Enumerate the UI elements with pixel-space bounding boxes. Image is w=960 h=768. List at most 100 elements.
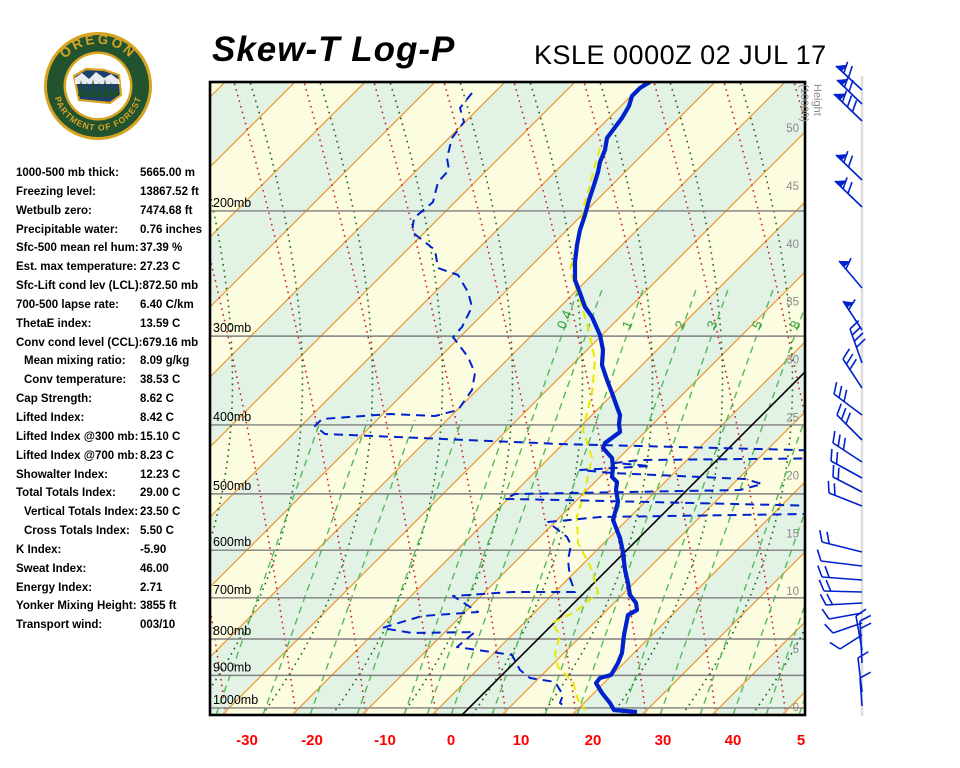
station-datetime-label: KSLE 0000Z 02 JUL 17 — [534, 40, 827, 70]
stat-row: Sfc-Lift cond lev (LCL):872.50 mb — [16, 280, 211, 299]
temp-axis-label: 30 — [655, 732, 672, 749]
temp-axis-label: -20 — [301, 732, 323, 749]
temp-axis-label: -30 — [236, 732, 258, 749]
stat-label: Freezing level: — [16, 185, 96, 198]
stat-value: 872.50 mb — [142, 280, 199, 293]
stat-value: 8.23 C — [140, 449, 174, 462]
stat-row: Vertical Totals Index: 23.50 C — [16, 506, 211, 525]
stat-value: 003/10 — [140, 619, 176, 632]
pressure-label: 600mb — [213, 535, 251, 549]
stat-value: 8.42 C — [140, 411, 174, 424]
stat-value: 37.39 % — [140, 242, 183, 255]
mountain-snow — [75, 72, 120, 84]
stat-row: Lifted Index: 8.42 C — [16, 412, 211, 431]
stat-label: Sfc-Lift cond lev (LCL): — [16, 280, 143, 293]
stat-value: 38.53 C — [140, 374, 181, 387]
pressure-label: 200mb — [213, 196, 251, 210]
height-axis-unit: (1000ft) — [798, 84, 810, 122]
stat-row: Transport wind: 003/10 — [16, 619, 211, 638]
height-tick-label: 10 — [786, 586, 799, 598]
pressure-gridlines — [210, 210, 805, 709]
temp-axis-label: 0 — [447, 732, 455, 749]
stat-row: Showalter Index: 12.23 C — [16, 469, 211, 488]
height-tick-label: 30 — [786, 355, 799, 367]
stat-label: Total Totals Index: — [16, 487, 116, 500]
stat-row: Yonker Mixing Height: 3855 ft — [16, 600, 211, 619]
stat-label: Lifted Index: — [16, 411, 85, 424]
stat-value: 12.23 C — [140, 468, 181, 481]
height-tick-label: 20 — [786, 470, 799, 482]
stat-value: 7474.68 ft — [140, 204, 193, 217]
temp-axis-label: 40 — [725, 732, 742, 749]
stat-row: Lifted Index @300 mb: 15.10 C — [16, 431, 211, 450]
stat-row: K Index: -5.90 — [16, 544, 211, 563]
pressure-label: 400mb — [213, 410, 251, 424]
stat-row: Total Totals Index: 29.00 C — [16, 487, 211, 506]
stat-value: 13.59 C — [140, 317, 181, 330]
stat-row: Lifted Index @700 mb: 8.23 C — [16, 450, 211, 469]
stat-row: Mean mixing ratio: 8.09 g/kg — [16, 355, 211, 374]
page-title: Skew-T Log-P — [212, 30, 456, 69]
stat-value: 6.40 C/km — [140, 298, 194, 311]
zero-isotherm-line — [461, 371, 805, 715]
height-tick-label: 40 — [786, 239, 799, 251]
stat-row: Conv temperature: 38.53 C — [16, 374, 211, 393]
height-tick-label: 45 — [786, 181, 799, 193]
stat-label: Vertical Totals Index: — [24, 506, 139, 519]
stat-label: Transport wind: — [16, 619, 103, 632]
stat-value: 2.71 — [140, 581, 163, 594]
stat-label: Mean mixing ratio: — [24, 355, 126, 368]
stat-row: Cross Totals Index: 5.50 C — [16, 525, 211, 544]
trees — [78, 79, 119, 97]
mixing-ratio-label: 0.4 — [554, 308, 575, 331]
stat-label: Yonker Mixing Height: — [16, 600, 137, 613]
stats-panel: 1000-500 mb thick: 5665.00 m Freezing leve… — [16, 167, 211, 638]
pressure-label: 500mb — [213, 479, 251, 493]
stat-value: 8.62 C — [140, 393, 174, 406]
stat-row: 700-500 lapse rate: 6.40 C/km — [16, 299, 211, 318]
stat-label: K Index: — [16, 543, 62, 556]
pressure-label: 1000mb — [213, 693, 258, 707]
stat-row: Precipitable water: 0.76 inches — [16, 224, 211, 243]
stat-value: 5.50 C — [140, 525, 174, 538]
stat-value: 23.50 C — [140, 506, 181, 519]
dry-adiabat-lines — [210, 82, 805, 715]
chart-border — [208, 80, 807, 717]
height-tick-label: 15 — [786, 528, 799, 540]
height-labels: 0 5 10 15 20 25 30 35 40 45 50 Height(1000ft) — [786, 84, 823, 714]
stat-label: Sfc-500 mean rel hum: — [16, 242, 139, 255]
temperature-curve — [572, 82, 652, 715]
temp-axis-label: 10 — [513, 732, 530, 749]
stat-label: Cross Totals Index: — [24, 525, 130, 538]
stat-label: Lifted Index @700 mb: — [16, 449, 139, 462]
temp-axis-label: 20 — [585, 732, 602, 749]
stat-row: Sweat Index: 46.00 — [16, 563, 211, 582]
stat-row: ThetaE index: 13.59 C — [16, 318, 211, 337]
temp-axis-labels: -30 -20 -10 0 10 20 30 40 5 — [236, 732, 805, 749]
stat-label: Est. max temperature: — [16, 261, 137, 274]
stat-label: Energy Index: — [16, 581, 93, 594]
dewpoint-curve — [314, 92, 805, 709]
stat-row: Sfc-500 mean rel hum:37.39 % — [16, 242, 211, 261]
stat-value: 3855 ft — [140, 600, 177, 613]
height-tick-label: 25 — [786, 413, 799, 425]
stat-row: Freezing level: 13867.52 ft — [16, 186, 211, 205]
height-axis-title: Height — [811, 84, 823, 116]
pressure-label: 700mb — [213, 583, 251, 597]
stat-value: 15.10 C — [140, 430, 181, 443]
logo-emblem — [72, 67, 123, 105]
stat-row: Energy Index: 2.71 — [16, 582, 211, 601]
wind-barbs — [816, 61, 872, 716]
pressure-labels: 200mb 300mb 400mb 500mb 600mb 700mb 800mb 900mb… — [213, 196, 258, 707]
temp-axis-label: 5 — [797, 732, 805, 749]
stat-row: Wetbulb zero: 7474.68 ft — [16, 205, 211, 224]
stat-row: Est. max temperature: 27.23 C — [16, 261, 211, 280]
stat-label: Lifted Index @300 mb: — [16, 430, 139, 443]
stat-value: 27.23 C — [140, 261, 181, 274]
stat-value: 29.00 C — [140, 487, 181, 500]
pressure-label: 800mb — [213, 624, 251, 638]
height-tick-label: 0 — [793, 702, 799, 714]
stat-value: 13867.52 ft — [140, 185, 199, 198]
